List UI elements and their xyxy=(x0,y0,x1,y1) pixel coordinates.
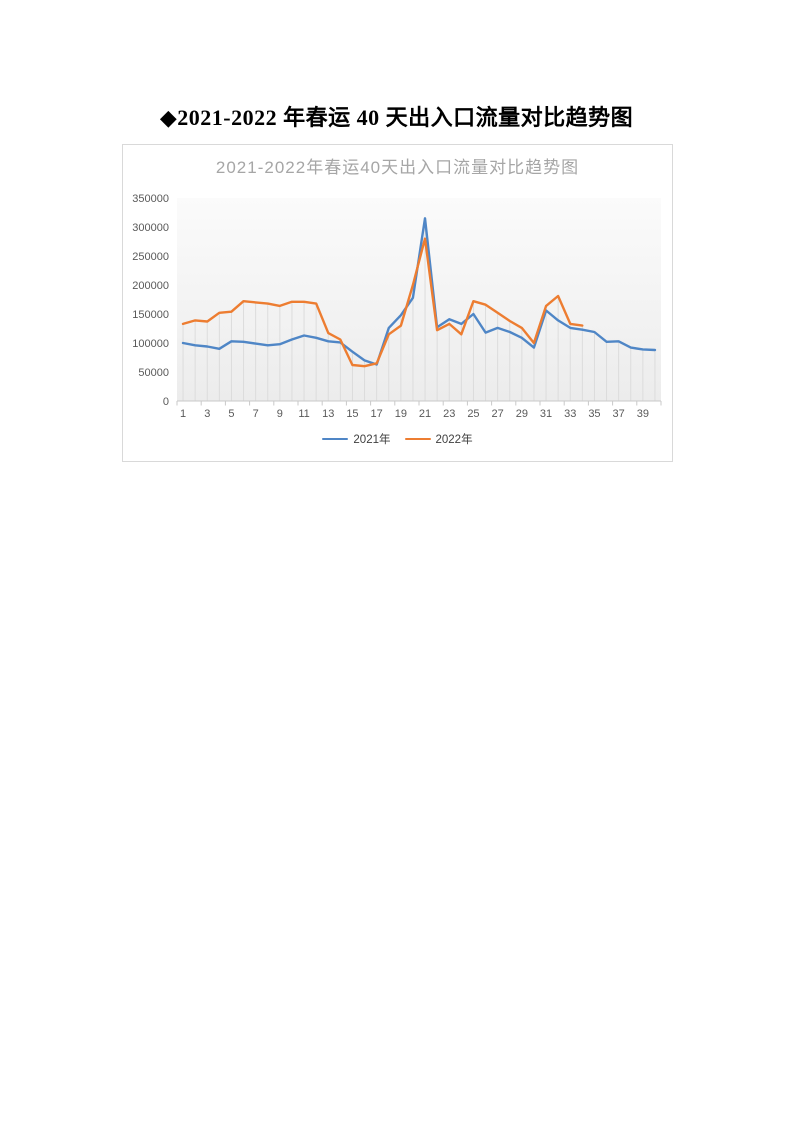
document-title: ◆2021-2022 年春运 40 天出入口流量对比趋势图 xyxy=(159,105,634,130)
x-tick-label: 15 xyxy=(346,408,358,420)
legend-label-2022: 2022年 xyxy=(435,434,473,446)
x-tick-label: 3 xyxy=(204,408,210,420)
x-tick-label: 33 xyxy=(564,408,576,420)
drop-lines xyxy=(182,218,656,401)
x-tick-label: 39 xyxy=(637,408,649,420)
x-tick-label: 27 xyxy=(492,408,504,420)
x-tick-label: 19 xyxy=(395,408,407,420)
x-tick-label: 31 xyxy=(540,408,552,420)
y-tick-label: 50000 xyxy=(138,367,169,379)
x-tick-label: 35 xyxy=(588,408,600,420)
x-tick-label: 9 xyxy=(277,408,283,420)
x-tick-label: 7 xyxy=(253,408,259,420)
x-tick-label: 23 xyxy=(443,408,455,420)
legend-item-2021: 2021年 xyxy=(322,431,391,447)
chart-legend: 2021年 2022年 xyxy=(123,431,672,447)
x-tick-label: 29 xyxy=(516,408,528,420)
chart-container[interactable]: 1 3 5 7 9 11 13 15 17 19 21 23 25 27 29 31 33 35 37 39 0 500… xyxy=(122,144,673,462)
x-axis-labels: 1 3 5 7 9 11 13 15 17 19 21 23 25 27 29 31 33 35 37 39 xyxy=(180,408,649,420)
legend-item-2022: 2022年 xyxy=(404,431,473,447)
x-tick-label: 5 xyxy=(228,408,234,420)
y-axis-labels: 0 50000 100000 150000 200000 250000 300000 3500… xyxy=(132,193,169,408)
plot-area-background xyxy=(177,198,661,401)
legend-swatch-2021 xyxy=(322,437,349,441)
x-tick-label: 17 xyxy=(371,408,383,420)
x-tick-label: 37 xyxy=(613,408,625,420)
y-tick-label: 0 xyxy=(163,396,169,408)
y-tick-label: 200000 xyxy=(132,280,169,292)
chart-title: 2021-2022年春运40天出入口流量对比趋势图 xyxy=(215,158,580,177)
x-axis xyxy=(176,400,662,406)
y-tick-label: 100000 xyxy=(132,338,169,350)
x-tick-label: 25 xyxy=(467,408,479,420)
x-tick-label: 21 xyxy=(419,408,431,420)
series-line-2022年 xyxy=(181,237,584,368)
plot-area xyxy=(177,198,661,401)
series-lines xyxy=(181,217,657,368)
y-tick-label: 250000 xyxy=(132,251,169,263)
y-tick-label: 350000 xyxy=(132,193,169,205)
x-tick-label: 11 xyxy=(298,408,309,420)
legend-label-2021: 2021年 xyxy=(353,434,391,446)
y-tick-label: 150000 xyxy=(132,309,169,321)
x-tick-label: 1 xyxy=(180,408,186,420)
line-chart: 1 3 5 7 9 11 13 15 17 19 21 23 25 27 29 31 33 35 37 39 0500… xyxy=(132,193,662,420)
legend-swatch-2022 xyxy=(404,437,431,441)
y-tick-label: 300000 xyxy=(132,222,169,234)
x-tick-label: 13 xyxy=(322,408,334,420)
